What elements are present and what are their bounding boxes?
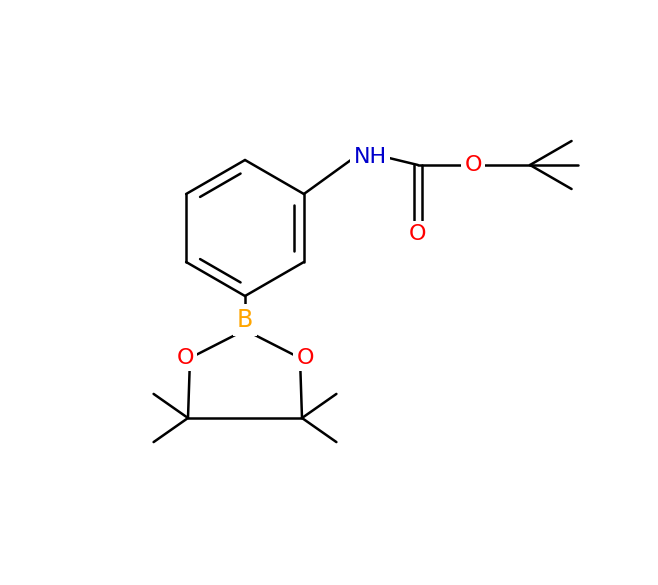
Text: O: O	[465, 155, 482, 175]
Text: B: B	[237, 308, 253, 332]
Text: O: O	[409, 224, 427, 244]
Text: NH: NH	[353, 147, 386, 167]
Text: O: O	[176, 348, 193, 368]
Text: O: O	[296, 348, 314, 368]
